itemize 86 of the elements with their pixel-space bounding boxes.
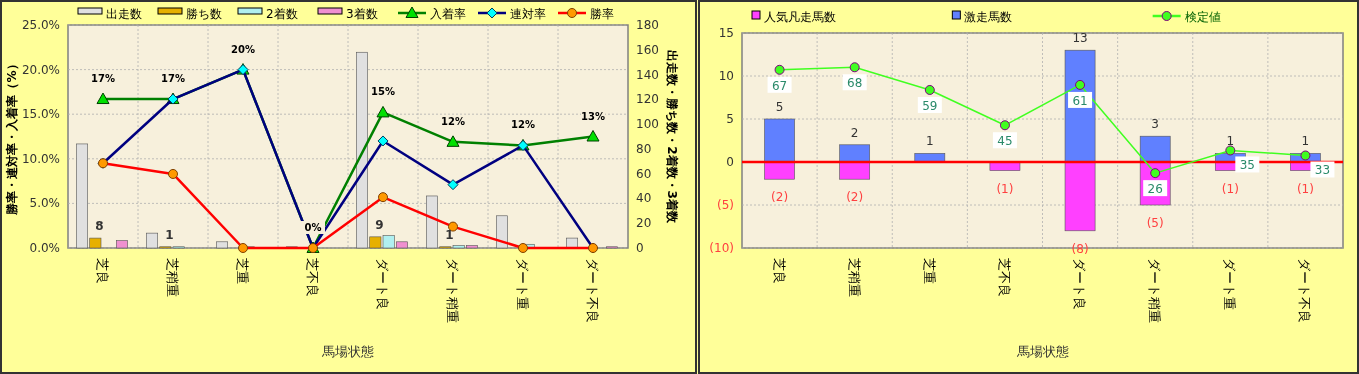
x-axis-title: 馬場状態 — [321, 344, 374, 359]
y2-tick-label: 20 — [636, 216, 652, 231]
data-label: (2) — [846, 190, 864, 205]
y-tick-label: 10.0% — [21, 151, 60, 166]
legend-label: 検定値 — [1184, 10, 1221, 24]
data-label: 17% — [161, 73, 185, 85]
legend-label: 勝率 — [590, 7, 614, 21]
data-label: 35 — [1239, 158, 1255, 173]
y-tick-label: 15 — [718, 26, 734, 40]
data-label: 17% — [91, 73, 115, 85]
data-label: 61 — [1072, 93, 1088, 108]
data-label: 0% — [304, 222, 322, 233]
x-tick-label: 芝重 — [921, 258, 937, 284]
data-label: 5 — [775, 100, 784, 114]
y-tick-label: 10 — [718, 69, 734, 83]
y-tick-label: 20.0% — [21, 62, 60, 77]
y2-tick-label: 60 — [636, 166, 652, 181]
data-label: 3 — [1151, 117, 1160, 132]
data-label: 8 — [95, 219, 104, 234]
data-label: 26 — [1147, 182, 1163, 197]
y2-axis-title: 出走数・勝ち数・2着数・3着数 — [665, 50, 679, 224]
legend-label: 出走数 — [106, 7, 142, 21]
x-tick-label: ダート良 — [375, 258, 390, 310]
data-label: (2) — [771, 190, 789, 205]
y2-tick-label: 100 — [636, 117, 659, 132]
x-tick-label: ダート良 — [1072, 258, 1088, 310]
data-label: 9 — [375, 217, 384, 232]
x-tick-label: 芝稍重 — [165, 258, 180, 297]
y-axis-title: 勝率・連対率・入着率（%） — [5, 58, 19, 216]
legend-label: 連対率 — [510, 7, 546, 21]
data-label: 15% — [371, 86, 395, 98]
y-tick-label: 15.0% — [21, 107, 60, 122]
data-label: 20% — [231, 43, 255, 55]
y2-tick-label: 0 — [636, 241, 644, 255]
data-label: 12% — [511, 119, 535, 131]
x-tick-label: ダート不良 — [1297, 258, 1313, 323]
data-label: 2 — [850, 125, 859, 140]
data-label: (8) — [1071, 241, 1089, 256]
data-label: 1 — [925, 134, 934, 149]
legend-label: 勝ち数 — [186, 7, 222, 21]
data-label: 1 — [445, 227, 454, 242]
x-tick-label: 芝良 — [95, 258, 110, 284]
y2-tick-label: 40 — [636, 191, 652, 206]
y2-tick-label: 160 — [636, 42, 659, 57]
legend-label: 2着数 — [266, 7, 298, 21]
y-tick-label: 5 — [726, 112, 734, 126]
x-tick-label: 芝稍重 — [846, 258, 862, 297]
data-label: 13 — [1072, 31, 1088, 46]
data-label: 1 — [1301, 134, 1310, 149]
data-label: (1) — [1221, 181, 1239, 196]
x-tick-label: 芝良 — [771, 258, 787, 284]
data-label: 67 — [771, 78, 788, 93]
data-label: 59 — [922, 98, 938, 113]
x-tick-label: ダート重 — [1222, 258, 1238, 310]
data-label: 1 — [165, 227, 174, 242]
y2-tick-label: 120 — [636, 92, 659, 107]
data-label: 13% — [581, 110, 605, 122]
x-tick-label: ダート稍重 — [445, 258, 460, 323]
y-tick-label: 5.0% — [29, 196, 60, 211]
legend-label: 激走馬数 — [964, 10, 1013, 24]
x-tick-label: ダート不良 — [585, 258, 600, 323]
y-tick-label: 25.0% — [21, 18, 60, 32]
y-tick-label: (5) — [717, 198, 734, 212]
x-tick-label: 芝不良 — [305, 258, 320, 297]
data-label: 1 — [1226, 134, 1235, 149]
data-label: 33 — [1314, 163, 1331, 178]
y-tick-label: 0.0% — [29, 241, 60, 255]
y-tick-label: (10) — [709, 241, 734, 255]
data-label: 68 — [847, 76, 863, 91]
y-tick-label: 0 — [726, 155, 734, 169]
y2-tick-label: 140 — [636, 67, 659, 82]
data-label: 12% — [441, 115, 465, 127]
x-axis-title: 馬場状態 — [1015, 344, 1069, 359]
x-tick-label: 芝重 — [235, 258, 250, 284]
data-label: (5) — [1146, 216, 1164, 230]
x-tick-label: 芝不良 — [996, 258, 1012, 297]
legend-label: 入着率 — [430, 7, 466, 21]
y2-tick-label: 180 — [636, 18, 659, 32]
y2-tick-label: 80 — [636, 141, 652, 156]
data-label: 45 — [997, 134, 1013, 149]
legend-label: 人気凡走馬数 — [764, 10, 836, 24]
x-tick-label: ダート重 — [515, 258, 530, 310]
data-label: (1) — [1296, 181, 1314, 196]
x-tick-label: ダート稍重 — [1147, 258, 1163, 323]
data-label: (1) — [996, 181, 1014, 196]
legend-label: 3着数 — [346, 7, 378, 21]
